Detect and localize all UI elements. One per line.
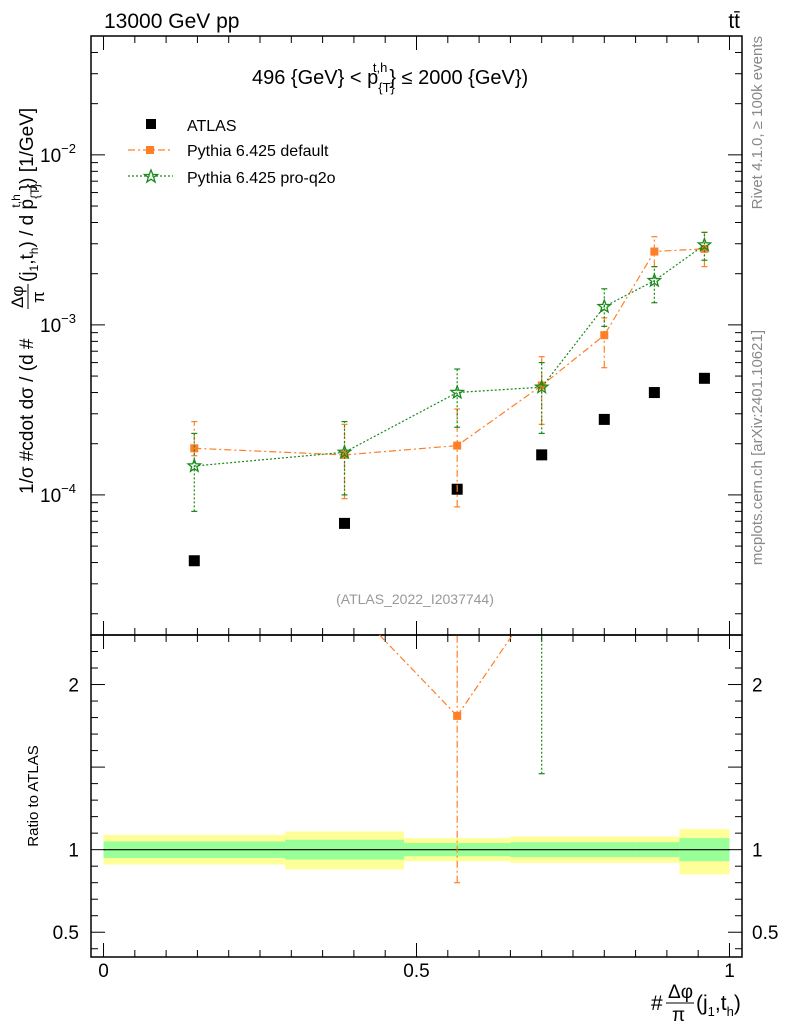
x-axis-label: # Δφ π (j1,th): [651, 982, 741, 1024]
legend-default-label: Pythia 6.425 default: [187, 143, 329, 160]
ratio-y-tick-label: 0.5: [53, 923, 79, 944]
ratio-uncertainty-bands: [103, 829, 730, 875]
main-data-layer: [186, 231, 713, 567]
series-line-2: [194, 244, 705, 467]
legend-atlas-label: ATLAS: [187, 118, 237, 135]
svg-text:(j1,th): (j1,th): [696, 992, 741, 1019]
main-y-tick-label: 10−2: [40, 141, 76, 167]
data-point-atlas: [648, 387, 660, 399]
legend: ATLAS Pythia 6.425 default Pythia 6.425 …: [128, 118, 336, 187]
data-point-proq2o: [596, 298, 613, 314]
data-point-atlas: [536, 449, 548, 461]
data-point-proq2o: [449, 384, 466, 400]
data-point-proq2o: [336, 443, 353, 460]
ratio-axis-ticks: 0.5 0.5 1 1 2 2 0 0.5 1: [53, 651, 778, 982]
data-point-default: [650, 247, 659, 256]
ratio-y-tick-label-right: 1: [752, 841, 763, 862]
data-point-proq2o: [186, 457, 203, 473]
data-point-proq2o: [696, 236, 713, 252]
ratio-series-line: [378, 634, 458, 717]
data-point-default: [700, 244, 709, 253]
main-y-tick-label: 10−4: [40, 481, 76, 507]
data-point-default: [600, 331, 609, 340]
energy-label: 13000 GeV pp: [104, 10, 239, 33]
svg-text:π: π: [29, 291, 48, 303]
main-axis-ticks: 10−4 10−3 10−2: [40, 35, 742, 957]
analysis-watermark: (ATLAS_2022_I2037744): [336, 591, 494, 607]
data-point-proq2o: [533, 378, 550, 395]
data-point-atlas: [339, 517, 351, 529]
process-label: tt̄: [728, 10, 740, 33]
legend-proq2o-label: Pythia 6.425 pro-q2o: [187, 170, 336, 187]
ratio-plot-frame: [90, 634, 743, 958]
ratio-y-tick-label-right: 2: [752, 676, 763, 697]
legend-atlas-marker: [146, 119, 156, 129]
ratio-series-line: [456, 634, 513, 717]
legend-default-marker: [146, 146, 154, 154]
ratio-data-layer: [378, 634, 545, 884]
ratio-y-tick-label-right: 0.5: [752, 923, 778, 944]
svg-text:#: #: [651, 992, 663, 1015]
svg-text:π: π: [672, 1005, 685, 1024]
svg-text:1/σ #cdot dσ / (d #: 1/σ #cdot dσ / (d #: [17, 338, 38, 494]
svg-text:Δφ: Δφ: [8, 286, 27, 308]
data-point-atlas: [698, 372, 710, 384]
x-tick-label: 1: [724, 961, 735, 982]
mcplots-source: mcplots.cern.ch [arXiv:2401.10621]: [749, 330, 766, 565]
main-y-tick-label: 10−3: [40, 311, 76, 337]
legend-proq2o-marker: [142, 168, 160, 184]
data-point-atlas: [188, 555, 200, 567]
data-point-default: [537, 381, 546, 390]
rivet-info: Rivet 4.1.0, ≥ 100k events: [749, 36, 766, 209]
data-point-default: [453, 441, 462, 450]
data-point-proq2o: [646, 272, 663, 288]
data-point-atlas: [598, 413, 610, 425]
ratio-y-tick-label: 2: [68, 676, 79, 697]
data-point-default: [190, 444, 199, 453]
svg-text:(j1,th) / d p{T}t,h}) [1/GeV]: (j1,th) / d p{T}t,h}) [1/GeV]: [9, 108, 42, 282]
x-tick-label: 0: [98, 961, 109, 982]
ratio-point-default: [453, 711, 462, 720]
main-y-axis-label: 1/σ #cdot dσ / (d # Δφ π (j1,th) / d p{T…: [8, 108, 48, 494]
svg-text:Δφ: Δφ: [668, 982, 693, 1003]
ratio-y-axis-label: Ratio to ATLAS: [25, 745, 42, 846]
plot-title: 496 {GeV} < p{T}t,h} ≤ 2000 {GeV}): [252, 60, 528, 95]
series-line-1: [194, 248, 705, 456]
x-tick-label: 0.5: [403, 961, 429, 982]
ratio-y-tick-label: 1: [68, 841, 79, 862]
